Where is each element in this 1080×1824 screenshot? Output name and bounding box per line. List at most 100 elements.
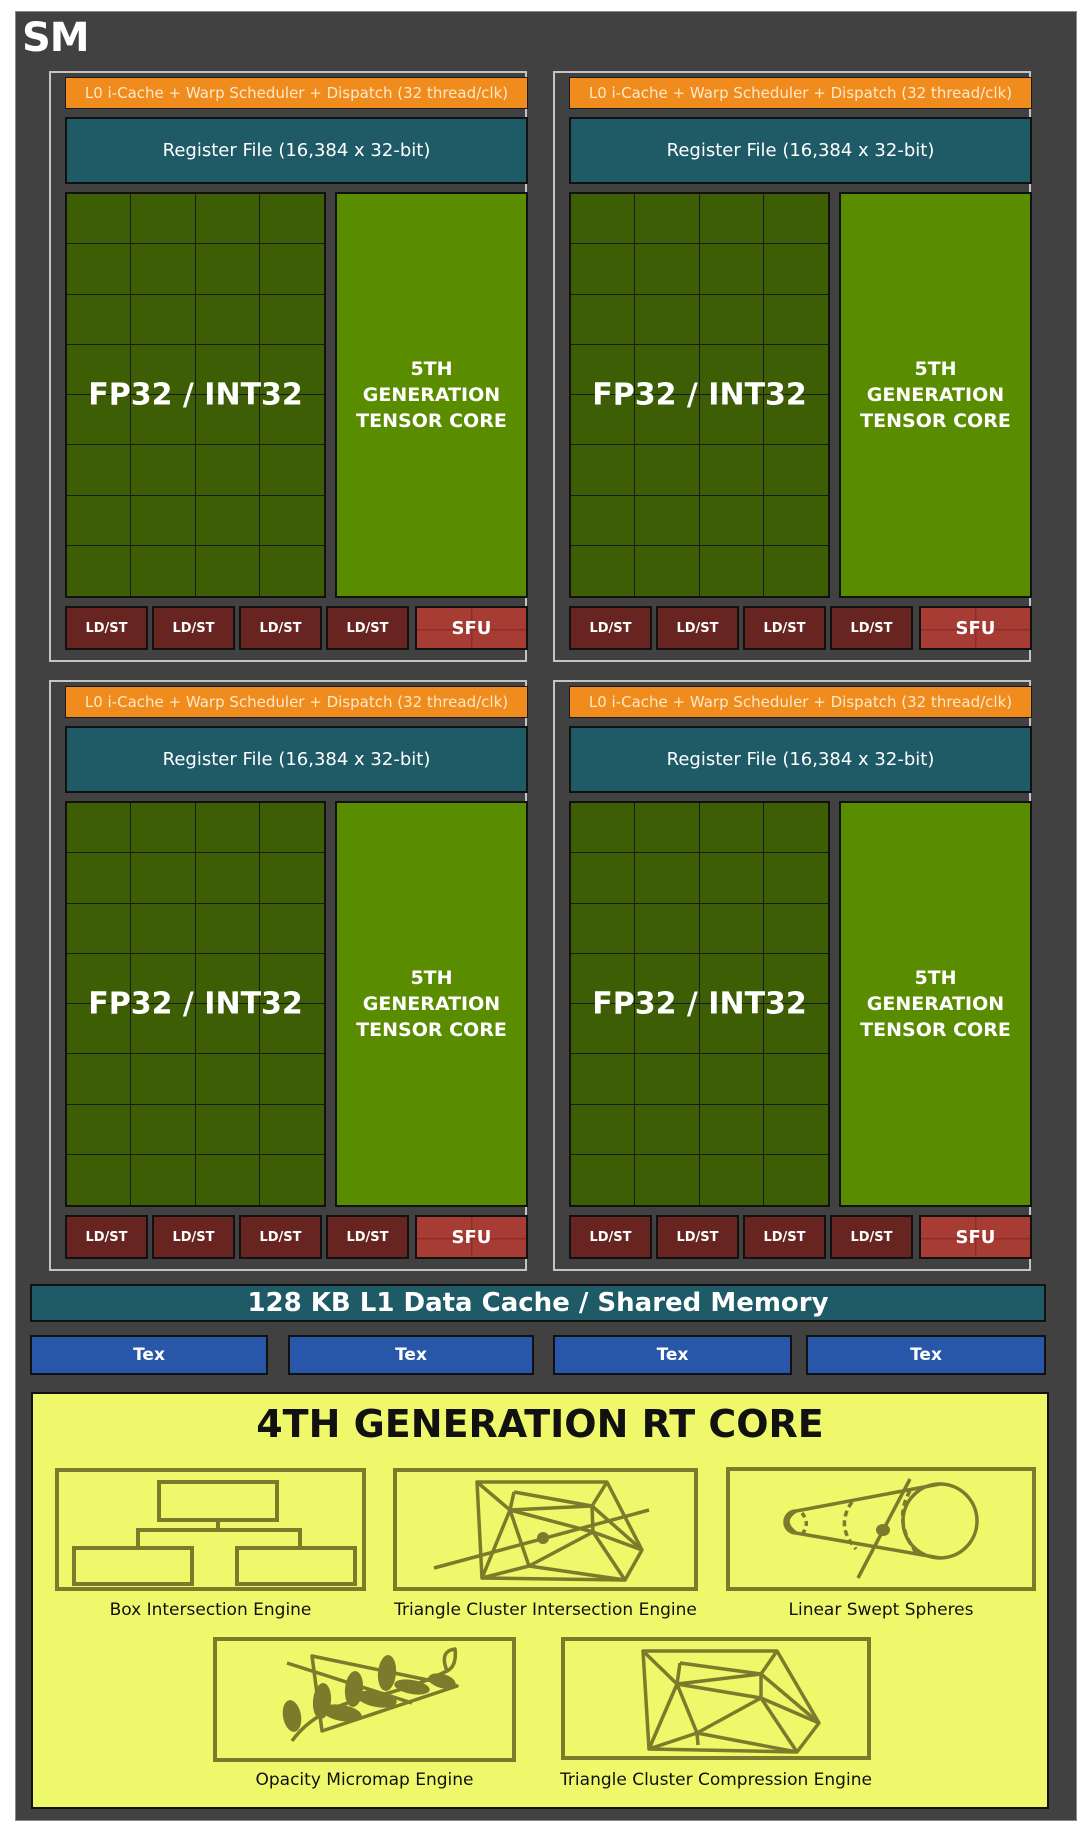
cuda-core-cell [195, 803, 260, 854]
cuda-core-cell [764, 1155, 828, 1205]
cuda-core-cell [131, 244, 196, 295]
box-hierarchy-icon [72, 1480, 357, 1586]
cuda-core-cell [67, 1054, 132, 1105]
cuda-core-cell [131, 803, 196, 854]
cuda-core-cell [571, 395, 636, 446]
cuda-core-cell [635, 1054, 700, 1105]
ld-st-unit: LD/ST [326, 606, 409, 650]
cuda-core-cell [67, 445, 132, 496]
cuda-core-cell [635, 194, 700, 245]
tensor-core-generation: GENERATION [362, 993, 501, 1015]
cuda-core-cell [571, 545, 636, 596]
cuda-core-cell [699, 445, 764, 496]
cuda-core-cell [259, 194, 324, 245]
sm-label: SM [22, 15, 90, 61]
cuda-core-cell [699, 495, 764, 546]
cuda-core-cell [131, 294, 196, 345]
cuda-core-cell [571, 244, 636, 295]
triangle-cluster-compression-engine-label: Triangle Cluster Compression Engine [560, 1770, 872, 1790]
cuda-core-cell [131, 445, 196, 496]
warp-scheduler: L0 i-Cache + Warp Scheduler + Dispatch (… [65, 686, 528, 718]
cuda-core-cell [131, 495, 196, 546]
cuda-core-cell [699, 953, 764, 1004]
cuda-core-cell [131, 395, 196, 446]
warp-scheduler: L0 i-Cache + Warp Scheduler + Dispatch (… [65, 77, 528, 109]
cuda-core-cell [699, 1104, 764, 1155]
fp32-int32-cores [65, 192, 326, 598]
cuda-core-cell [260, 1155, 324, 1205]
cuda-core-cell [699, 395, 764, 446]
cuda-core-cell [763, 496, 828, 546]
cuda-core-cell [67, 1004, 132, 1055]
tensor-core-gen: 5TH [914, 967, 957, 989]
cuda-core-cell [67, 1154, 132, 1205]
cuda-core-cell [699, 1054, 764, 1105]
triangle-mesh-icon [641, 1649, 821, 1754]
tensor-core-gen: 5TH [914, 358, 957, 380]
cuda-core-cell [195, 953, 260, 1004]
cuda-core-cell [571, 1004, 636, 1055]
cuda-core-cell [700, 545, 764, 596]
cuda-core-cell [763, 395, 828, 446]
cuda-core-cell [131, 545, 196, 596]
linear-swept-spheres [726, 1467, 1036, 1591]
cuda-core-cell [635, 545, 700, 596]
cuda-core-cell [699, 903, 764, 954]
cuda-core-cell [635, 953, 700, 1004]
cuda-core-cell [635, 344, 700, 395]
tensor-core-generation: GENERATION [362, 384, 501, 406]
cuda-core-cell [635, 1154, 700, 1205]
opacity-micromap-engine [213, 1637, 516, 1762]
cuda-core-cell [196, 545, 260, 596]
register-file: Register File (16,384 x 32-bit) [65, 117, 528, 184]
ld-st-unit: LD/ST [743, 606, 826, 650]
cuda-core-cell [699, 1004, 764, 1055]
cuda-core-cell [571, 445, 636, 496]
fp32-int32-cores [569, 192, 830, 598]
tensor-core: 5TH GENERATION TENSOR CORE [839, 801, 1032, 1207]
triangle-mesh-ray-icon [433, 1480, 650, 1582]
tex-unit-3: Tex [553, 1335, 792, 1375]
cuda-core-cell [259, 954, 324, 1004]
cuda-core-cell [699, 803, 764, 854]
cuda-core-cell [635, 294, 700, 345]
cuda-core-cell [700, 1154, 764, 1205]
ld-st-unit: LD/ST [65, 606, 148, 650]
tensor-core-gen: 5TH [410, 358, 453, 380]
cuda-core-cell [67, 903, 132, 954]
fp32-int32-cores [569, 801, 830, 1207]
cuda-core-cell [259, 904, 324, 954]
cuda-core-cell [571, 803, 636, 854]
cuda-core-cell [635, 395, 700, 446]
tensor-core-name: TENSOR CORE [860, 410, 1011, 432]
cuda-core-cell [131, 1154, 196, 1205]
cuda-core-cell [763, 1105, 828, 1155]
cuda-core-cell [699, 194, 764, 245]
cuda-core-cell [67, 395, 132, 446]
cuda-core-cell [635, 1004, 700, 1055]
cuda-core-cell [763, 853, 828, 904]
cuda-core-cell [571, 1104, 636, 1155]
cuda-core-cell [635, 803, 700, 854]
register-file: Register File (16,384 x 32-bit) [569, 726, 1032, 793]
cuda-core-cell [195, 344, 260, 395]
tex-unit-4: Tex [806, 1335, 1046, 1375]
tex-unit-1: Tex [30, 1335, 268, 1375]
ld-st-unit: LD/ST [569, 606, 652, 650]
ld-st-unit: LD/ST [239, 1215, 322, 1259]
register-file: Register File (16,384 x 32-bit) [569, 117, 1032, 184]
cuda-core-cell [131, 953, 196, 1004]
warp-scheduler: L0 i-Cache + Warp Scheduler + Dispatch (… [569, 77, 1032, 109]
ld-st-unit: LD/ST [152, 1215, 235, 1259]
cuda-core-cell [699, 853, 764, 904]
tensor-core-gen: 5TH [410, 967, 453, 989]
cuda-core-cell [763, 244, 828, 295]
cuda-core-cell [259, 395, 324, 446]
cuda-core-cell [260, 546, 324, 596]
cuda-core-cell [195, 294, 260, 345]
warp-scheduler: L0 i-Cache + Warp Scheduler + Dispatch (… [569, 686, 1032, 718]
l1-data-cache: 128 KB L1 Data Cache / Shared Memory [30, 1284, 1046, 1322]
cuda-core-cell [763, 194, 828, 245]
cuda-core-cell [571, 294, 636, 345]
ld-st-unit: LD/ST [743, 1215, 826, 1259]
